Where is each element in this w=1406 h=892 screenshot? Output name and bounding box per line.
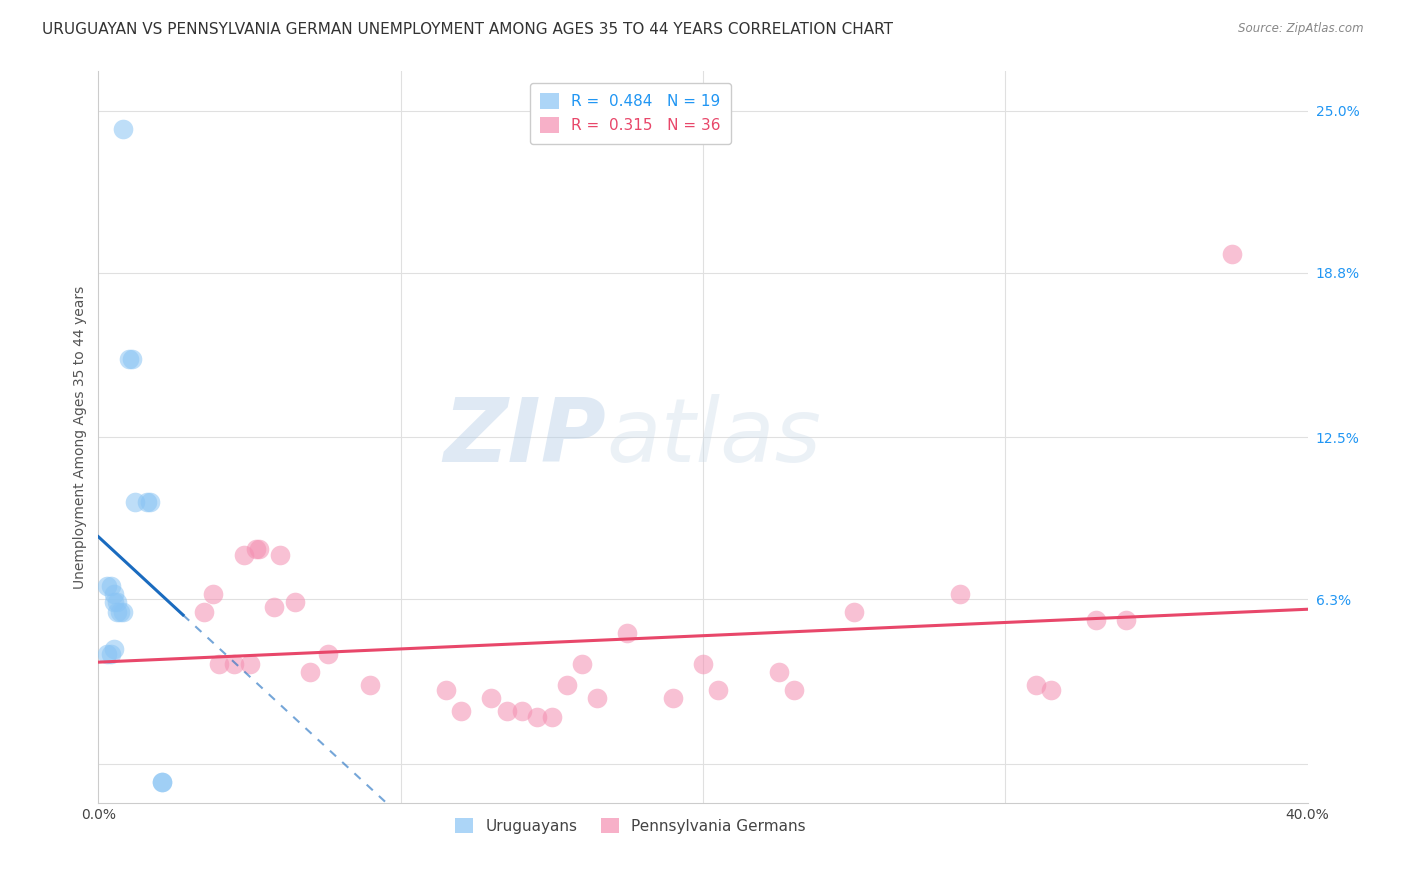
Point — [1024, 678, 1046, 692]
Point — [232, 548, 254, 562]
Point — [111, 605, 134, 619]
Point — [239, 657, 262, 672]
Point — [586, 691, 609, 706]
Point — [949, 587, 972, 601]
Point — [707, 683, 730, 698]
Point — [118, 351, 141, 366]
Point — [135, 495, 157, 509]
Point — [100, 579, 122, 593]
Point — [450, 705, 472, 719]
Legend: Uruguayans, Pennsylvania Germans: Uruguayans, Pennsylvania Germans — [446, 808, 815, 843]
Point — [150, 775, 173, 789]
Point — [510, 705, 533, 719]
Point — [783, 683, 806, 698]
Point — [121, 351, 143, 366]
Point — [434, 683, 457, 698]
Point — [299, 665, 322, 680]
Text: atlas: atlas — [606, 394, 821, 480]
Point — [247, 542, 270, 557]
Point — [616, 626, 638, 640]
Point — [105, 594, 128, 608]
Point — [124, 495, 146, 509]
Point — [111, 121, 134, 136]
Point — [1115, 613, 1137, 627]
Point — [661, 691, 683, 706]
Point — [692, 657, 714, 672]
Point — [269, 548, 291, 562]
Point — [108, 605, 131, 619]
Point — [316, 647, 339, 661]
Point — [360, 678, 382, 692]
Point — [96, 579, 118, 593]
Point — [208, 657, 231, 672]
Point — [1085, 613, 1108, 627]
Point — [571, 657, 593, 672]
Point — [284, 594, 307, 608]
Point — [139, 495, 162, 509]
Point — [526, 709, 548, 723]
Point — [224, 657, 246, 672]
Point — [768, 665, 790, 680]
Point — [245, 542, 267, 557]
Point — [263, 599, 285, 614]
Point — [555, 678, 578, 692]
Point — [193, 605, 215, 619]
Point — [100, 647, 122, 661]
Point — [1220, 247, 1243, 261]
Y-axis label: Unemployment Among Ages 35 to 44 years: Unemployment Among Ages 35 to 44 years — [73, 285, 87, 589]
Point — [150, 775, 173, 789]
Text: URUGUAYAN VS PENNSYLVANIA GERMAN UNEMPLOYMENT AMONG AGES 35 TO 44 YEARS CORRELAT: URUGUAYAN VS PENNSYLVANIA GERMAN UNEMPLO… — [42, 22, 893, 37]
Point — [844, 605, 866, 619]
Point — [540, 709, 562, 723]
Text: ZIP: ZIP — [443, 393, 606, 481]
Point — [202, 587, 225, 601]
Point — [103, 587, 125, 601]
Point — [103, 594, 125, 608]
Text: Source: ZipAtlas.com: Source: ZipAtlas.com — [1239, 22, 1364, 36]
Point — [1039, 683, 1062, 698]
Point — [495, 705, 517, 719]
Point — [481, 691, 503, 706]
Point — [96, 647, 118, 661]
Point — [103, 641, 125, 656]
Point — [105, 605, 128, 619]
